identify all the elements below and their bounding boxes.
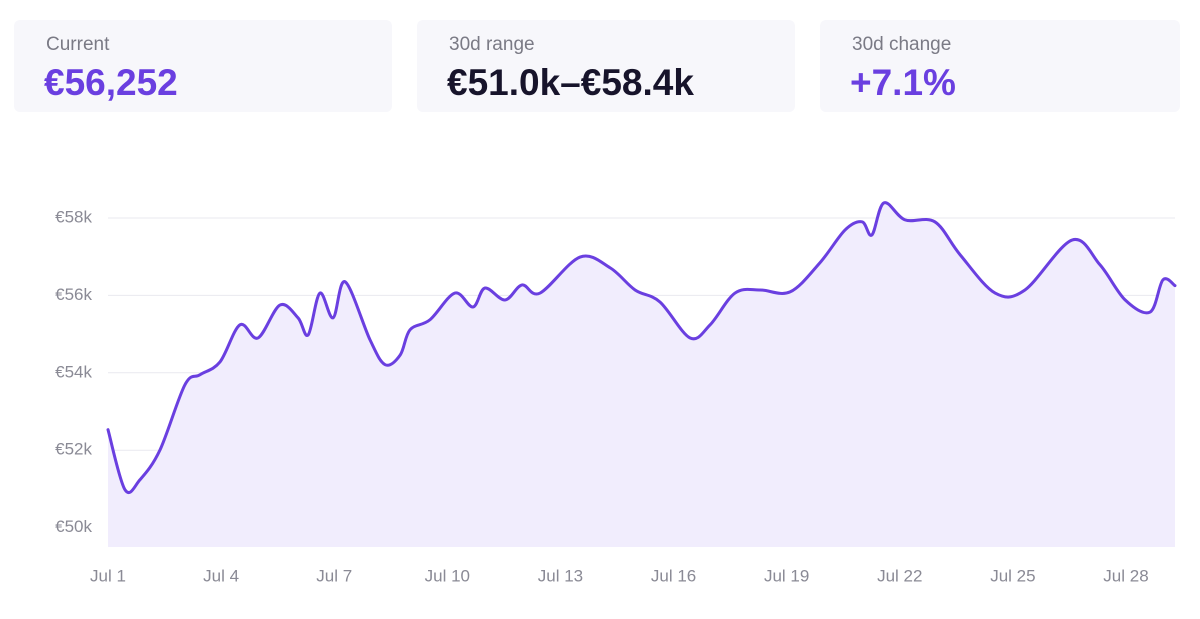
- y-tick-label: €58k: [55, 207, 92, 226]
- stat-card: Current €56,252: [14, 20, 392, 112]
- stat-label: Current: [46, 34, 110, 55]
- line: [106, 201, 1177, 495]
- stat-card: 30d change +7.1%: [820, 20, 1180, 112]
- x-tick-label: Jul 1: [90, 566, 126, 585]
- stat-card: 30d range €51.0k–€58.4k: [417, 20, 795, 112]
- x-tick-label: Jul 19: [764, 566, 809, 585]
- y-tick-label: €50k: [55, 517, 92, 536]
- x-tick-label: Jul 10: [425, 566, 470, 585]
- stat-label: 30d change: [852, 34, 952, 55]
- x-tick-label: Jul 7: [316, 566, 352, 585]
- x-tick-label: Jul 25: [990, 566, 1035, 585]
- x-tick-label: Jul 16: [651, 566, 696, 585]
- x-tick-label: Jul 22: [877, 566, 922, 585]
- area-fill: [108, 202, 1175, 547]
- stat-value: €51.0k–€58.4k: [447, 62, 694, 103]
- y-tick-label: €52k: [55, 440, 92, 459]
- y-tick-label: €56k: [55, 285, 92, 304]
- y-tick-label: €54k: [55, 362, 92, 381]
- x-tick-label: Jul 28: [1103, 566, 1148, 585]
- x-tick-label: Jul 13: [538, 566, 583, 585]
- stat-value: €56,252: [44, 62, 178, 103]
- stat-label: 30d range: [449, 34, 535, 55]
- x-tick-label: Jul 4: [203, 566, 239, 585]
- stat-value: +7.1%: [850, 62, 956, 103]
